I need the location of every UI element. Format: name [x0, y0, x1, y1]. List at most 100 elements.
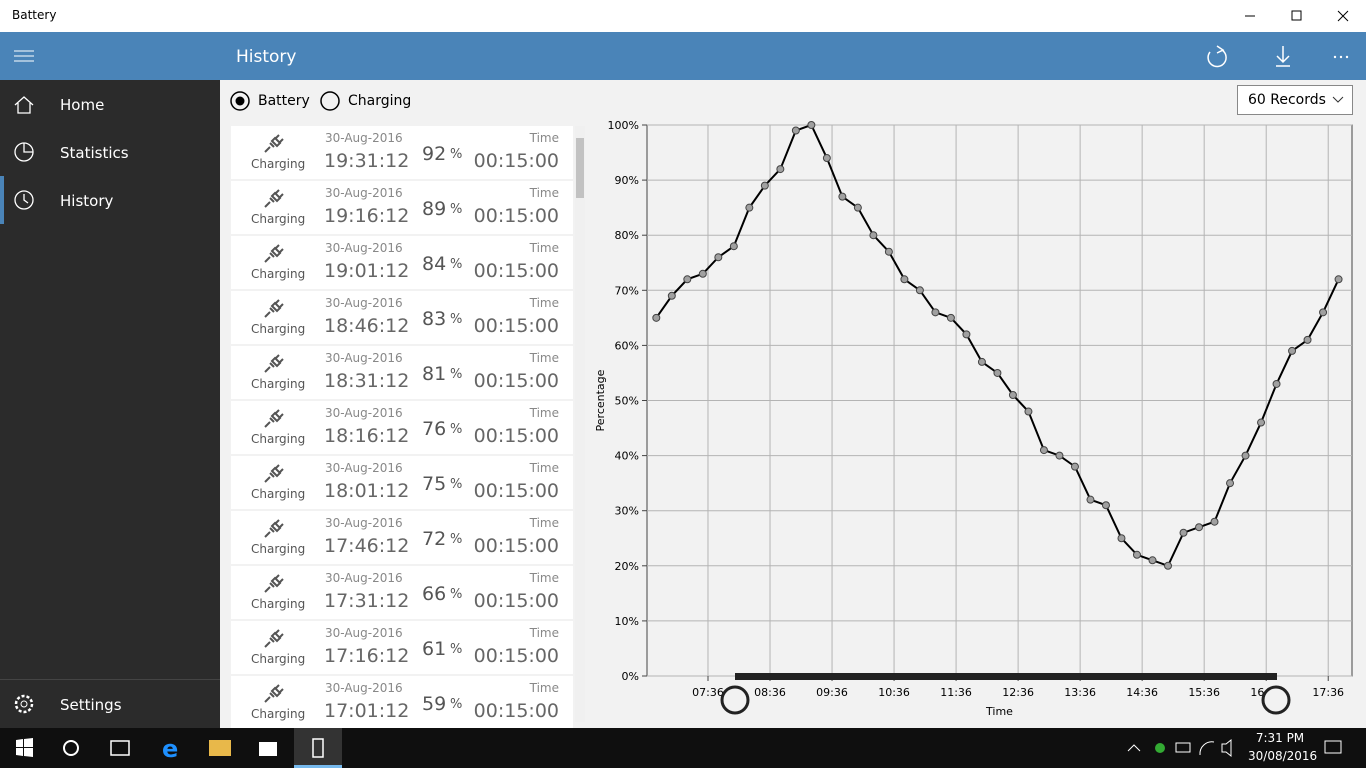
record-status: Charging	[251, 157, 306, 171]
record-time: 17:01:12	[324, 700, 410, 722]
record-duration-label: Time	[529, 626, 559, 640]
record-row[interactable]: Charging 30-Aug-2016 17:46:12 72% Time 00:15:…	[231, 511, 573, 564]
record-row[interactable]: Charging 30-Aug-2016 18:46:12 83% Time 00:15:…	[231, 291, 573, 344]
record-duration: 00:15:00	[473, 370, 559, 392]
record-date: 30-Aug-2016	[325, 571, 403, 585]
record-time: 19:31:12	[324, 150, 410, 172]
data-point	[1257, 418, 1266, 427]
record-row[interactable]: Charging 30-Aug-2016 17:16:12 61% Time 00:15:…	[231, 621, 573, 674]
taskbar-icons[interactable]: e	[0, 728, 1366, 768]
plug-icon	[264, 574, 284, 593]
scrollbar[interactable]	[575, 126, 585, 722]
data-point	[993, 368, 1002, 377]
radio-charging[interactable]: Charging	[348, 93, 412, 109]
record-unit: %	[450, 202, 463, 217]
record-date: 30-Aug-2016	[325, 131, 403, 145]
record-row[interactable]: Charging 30-Aug-2016 17:31:12 66% Time 00:15:…	[231, 566, 573, 619]
record-unit: %	[450, 697, 463, 712]
record-row[interactable]: Charging 30-Aug-2016 18:16:12 76% Time 00:15:…	[231, 401, 573, 454]
record-duration-label: Time	[529, 681, 559, 695]
y-tick-label: 10%	[615, 615, 639, 628]
record-percent: 66	[422, 583, 447, 605]
data-point	[1319, 308, 1328, 317]
record-duration: 00:15:00	[473, 590, 559, 612]
record-row[interactable]: Charging 30-Aug-2016 19:16:12 89% Time 00:15:…	[231, 181, 573, 234]
svg-text:e: e	[162, 735, 178, 763]
record-row[interactable]: Charging 30-Aug-2016 18:31:12 81% Time 00:15:…	[231, 346, 573, 399]
data-point	[1272, 379, 1281, 388]
nav-home[interactable]: Home	[60, 96, 105, 114]
record-duration: 00:15:00	[473, 480, 559, 502]
record-row[interactable]: Charging 30-Aug-2016 18:01:12 75% Time 00:15:…	[231, 456, 573, 509]
nav-settings[interactable]: Settings	[60, 696, 122, 714]
record-time: 17:16:12	[324, 645, 410, 667]
record-unit: %	[450, 477, 463, 492]
record-status: Charging	[251, 267, 306, 281]
scroll-thumb[interactable]	[576, 138, 584, 198]
record-duration-label: Time	[529, 516, 559, 530]
x-tick-label: 13:36	[1064, 686, 1096, 699]
y-tick-label: 80%	[615, 229, 639, 242]
data-point	[1288, 346, 1297, 355]
data-point	[1303, 335, 1312, 344]
data-point	[760, 181, 769, 190]
record-percent: 76	[422, 418, 447, 440]
menu-button[interactable]	[12, 46, 36, 66]
record-unit: %	[450, 587, 463, 602]
plug-icon	[264, 299, 284, 318]
range-slider[interactable]	[735, 673, 1277, 680]
record-row[interactable]: Charging 30-Aug-2016 19:31:12 92% Time 00:15:…	[231, 126, 573, 179]
record-row[interactable]: Charging 30-Aug-2016 19:01:12 84% Time 00:15:…	[231, 236, 573, 289]
record-status: Charging	[251, 707, 306, 721]
record-duration-label: Time	[529, 186, 559, 200]
plug-icon	[264, 409, 284, 428]
record-date: 30-Aug-2016	[325, 406, 403, 420]
x-tick-label: 09:36	[816, 686, 848, 699]
radio-icons	[230, 91, 340, 111]
record-duration-label: Time	[529, 406, 559, 420]
records-dropdown[interactable]: 60 Records	[1237, 85, 1353, 115]
data-point	[900, 275, 909, 284]
slider-handle[interactable]	[720, 685, 750, 715]
header: History	[0, 32, 1366, 80]
nav-history[interactable]: History	[60, 192, 114, 210]
window-controls[interactable]	[1230, 0, 1366, 32]
data-point	[791, 126, 800, 135]
record-status: Charging	[251, 542, 306, 556]
record-time: 19:01:12	[324, 260, 410, 282]
clock-date: 30/08/2016	[1248, 749, 1318, 763]
record-time: 18:31:12	[324, 370, 410, 392]
record-status: Charging	[251, 487, 306, 501]
data-point	[652, 313, 661, 322]
y-tick-label: 30%	[615, 505, 639, 518]
record-duration-label: Time	[529, 351, 559, 365]
record-status: Charging	[251, 597, 306, 611]
x-tick-label: 12:36	[1002, 686, 1034, 699]
plug-icon	[264, 464, 284, 483]
record-duration: 00:15:00	[473, 315, 559, 337]
record-time: 18:01:12	[324, 480, 410, 502]
radio-battery[interactable]: Battery	[258, 93, 310, 109]
plug-icon	[264, 519, 284, 538]
data-point	[1226, 479, 1235, 488]
record-date: 30-Aug-2016	[325, 186, 403, 200]
nav-statistics[interactable]: Statistics	[60, 144, 129, 162]
sidebar: Home Statistics History Settings	[0, 80, 220, 728]
clock-time: 7:31 PM	[1255, 731, 1305, 745]
record-row[interactable]: Charging 30-Aug-2016 17:01:12 59% Time 00:15:…	[231, 676, 573, 729]
y-tick-label: 60%	[615, 339, 639, 352]
slider-handle[interactable]	[1261, 685, 1291, 715]
data-point	[869, 231, 878, 240]
data-point	[977, 357, 986, 366]
record-unit: %	[450, 147, 463, 162]
header-actions[interactable]	[1200, 40, 1360, 72]
dropdown-arrow	[1332, 96, 1344, 103]
record-duration-label: Time	[529, 131, 559, 145]
x-tick-label: 17:36	[1312, 686, 1344, 699]
record-unit: %	[450, 642, 463, 657]
data-point	[1039, 446, 1048, 455]
plug-icon	[264, 684, 284, 703]
record-duration-label: Time	[529, 461, 559, 475]
page-title: History	[236, 47, 297, 67]
